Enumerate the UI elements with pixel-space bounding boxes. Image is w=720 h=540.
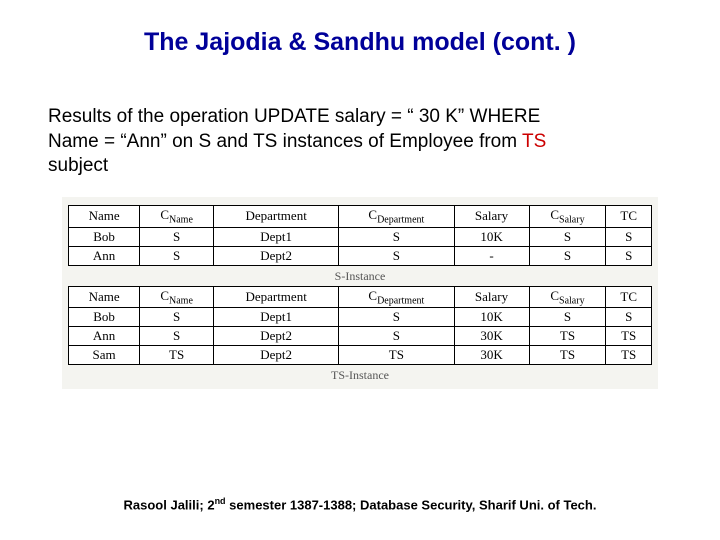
slide-title: The Jajodia & Sandhu model (cont. ) — [48, 28, 672, 57]
col-csalary: CSalary — [529, 286, 606, 308]
ts-instance-table: Name CName Department CDepartment Salary… — [68, 286, 652, 366]
s-instance-table: Name CName Department CDepartment Salary… — [68, 205, 652, 266]
table-row: Ann S Dept2 S 30K TS TS — [69, 327, 652, 346]
table-row: Ann S Dept2 S - S S — [69, 246, 652, 265]
s-instance-caption: S-Instance — [68, 266, 652, 286]
col-csalary: CSalary — [529, 206, 606, 228]
body-text: Results of the operation UPDATE salary =… — [48, 105, 672, 179]
body-line2a: Name = “Ann” on S and TS instances of Em… — [48, 131, 522, 152]
col-name: Name — [69, 206, 140, 228]
col-cname: CName — [140, 206, 214, 228]
table-header-row: Name CName Department CDepartment Salary… — [69, 206, 652, 228]
tables-container: Name CName Department CDepartment Salary… — [62, 197, 658, 389]
col-tc: TC — [606, 206, 652, 228]
col-name: Name — [69, 286, 140, 308]
col-cdept: CDepartment — [339, 206, 454, 228]
table-row: Bob S Dept1 S 10K S S — [69, 308, 652, 327]
table-row: Bob S Dept1 S 10K S S — [69, 227, 652, 246]
body-line3: subject — [48, 155, 108, 176]
col-cdept: CDepartment — [339, 286, 454, 308]
footer-text: Rasool Jalili; 2nd semester 1387-1388; D… — [0, 496, 720, 512]
col-tc: TC — [606, 286, 652, 308]
body-line1: Results of the operation UPDATE salary =… — [48, 106, 540, 127]
col-salary: Salary — [454, 286, 529, 308]
col-dept: Department — [214, 206, 339, 228]
col-salary: Salary — [454, 206, 529, 228]
ts-accent: TS — [522, 131, 546, 152]
col-cname: CName — [140, 286, 214, 308]
col-dept: Department — [214, 286, 339, 308]
table-header-row: Name CName Department CDepartment Salary… — [69, 286, 652, 308]
table-row: Sam TS Dept2 TS 30K TS TS — [69, 346, 652, 365]
ts-instance-caption: TS-Instance — [68, 365, 652, 385]
